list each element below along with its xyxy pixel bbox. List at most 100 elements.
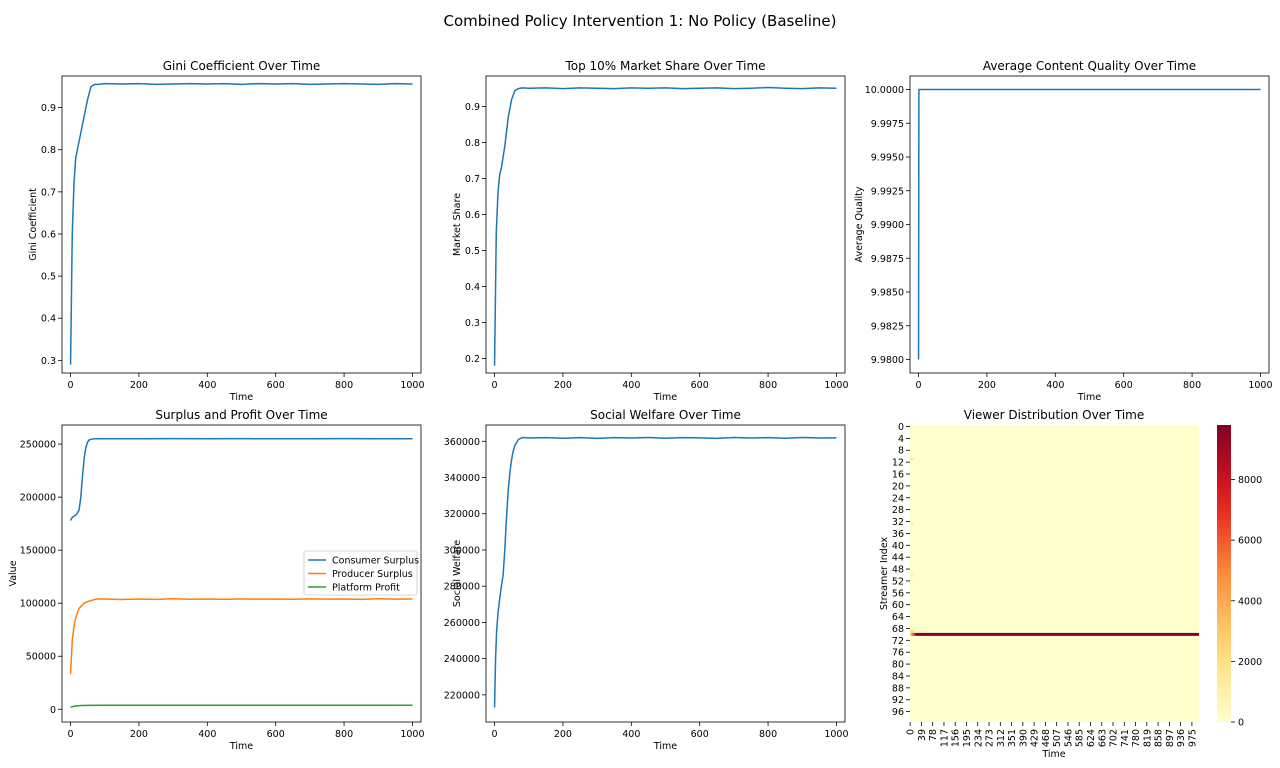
y-tick-label: 40 bbox=[892, 541, 904, 552]
series-line bbox=[69, 82, 413, 365]
y-tick-label: 24 bbox=[892, 493, 904, 504]
x-tick-label: 702 bbox=[1109, 729, 1120, 747]
x-tick-label: 117 bbox=[939, 729, 950, 747]
y-tick-label: 0.7 bbox=[41, 187, 56, 198]
plot-frame bbox=[485, 424, 846, 723]
series-group bbox=[493, 86, 837, 366]
colorbar-tick-label: 2000 bbox=[1238, 657, 1262, 668]
x-tick-label: 975 bbox=[1187, 729, 1198, 747]
y-tick-label: 100000 bbox=[20, 599, 56, 610]
y-tick-label: 68 bbox=[892, 624, 904, 635]
series-group bbox=[917, 88, 1261, 360]
x-tick-label: 468 bbox=[1041, 729, 1052, 747]
x-tick-label: 800 bbox=[759, 380, 777, 391]
y-tick-label: 0.3 bbox=[41, 356, 56, 367]
heatmap-cell bbox=[910, 523, 915, 526]
y-tick-label: 9.9850 bbox=[871, 288, 904, 299]
x-tick-label: 0 bbox=[492, 729, 498, 740]
y-tick-label: 0.4 bbox=[465, 282, 480, 293]
x-tick-label: 200 bbox=[130, 380, 148, 391]
x-axis-label: Time bbox=[653, 392, 677, 403]
x-tick-label: 936 bbox=[1176, 729, 1187, 747]
y-tick-label: 28 bbox=[892, 505, 904, 516]
x-tick-label: 312 bbox=[996, 729, 1007, 747]
y-tick-label: 10.0000 bbox=[865, 85, 904, 96]
x-tick-label: 1000 bbox=[824, 380, 848, 391]
colorbar-gradient bbox=[1217, 425, 1231, 722]
y-tick-label: 0.9 bbox=[465, 102, 480, 113]
x-tick-label: 0 bbox=[68, 380, 74, 391]
plot-frame bbox=[61, 424, 422, 723]
x-tick-label: 0 bbox=[916, 380, 922, 391]
y-tick-label: 0.3 bbox=[465, 318, 480, 329]
y-tick-label: 0.5 bbox=[41, 272, 56, 283]
colorbar-tick-label: 6000 bbox=[1238, 536, 1262, 547]
x-tick-label: 800 bbox=[335, 729, 353, 740]
y-tick-label: 16 bbox=[892, 470, 904, 481]
legend-entry: Platform Profit bbox=[332, 583, 400, 594]
y-tick-label: 36 bbox=[892, 529, 904, 540]
y-tick-label: 0.2 bbox=[465, 354, 480, 365]
x-tick-label: 624 bbox=[1086, 729, 1097, 747]
x-tick-label: 546 bbox=[1063, 729, 1074, 747]
y-tick-label: 200000 bbox=[20, 493, 56, 504]
panel-title: Top 10% Market Share Over Time bbox=[564, 59, 765, 73]
x-tick-label: 1000 bbox=[400, 380, 424, 391]
y-tick-label: 0.6 bbox=[465, 210, 480, 221]
legend-entry: Consumer Surplus bbox=[332, 556, 419, 567]
colorbar-tick-label: 0 bbox=[1238, 718, 1244, 729]
panel-title: Average Content Quality Over Time bbox=[983, 59, 1196, 73]
plot-frame bbox=[61, 75, 422, 374]
y-tick-label: 360000 bbox=[444, 437, 480, 448]
y-tick-label: 80 bbox=[892, 660, 904, 671]
legend-entry: Producer Surplus bbox=[332, 569, 413, 580]
x-tick-label: 195 bbox=[962, 729, 973, 747]
y-tick-label: 250000 bbox=[20, 440, 56, 451]
plot-frame bbox=[909, 75, 1270, 374]
panel-social-welfare: Social Welfare Over Time 0 200 400 600 800 100… bbox=[444, 408, 849, 752]
panel-market-share: Top 10% Market Share Over Time 0 200 400 600… bbox=[452, 59, 849, 403]
y-tick-label: 9.9950 bbox=[871, 153, 904, 164]
x-tick-label: 234 bbox=[973, 729, 984, 747]
x-tick-label: 351 bbox=[1007, 729, 1018, 747]
legend-box bbox=[303, 550, 418, 596]
x-tick-label: 400 bbox=[622, 729, 640, 740]
x-tick-label: 663 bbox=[1097, 729, 1108, 747]
y-tick-label: 44 bbox=[892, 553, 904, 564]
panel-title: Social Welfare Over Time bbox=[590, 408, 741, 422]
heatmap-cell bbox=[910, 632, 916, 636]
x-tick-label: 800 bbox=[335, 380, 353, 391]
y-tick-label: 280000 bbox=[444, 582, 480, 593]
y-tick-label: 320000 bbox=[444, 509, 480, 520]
y-tick-label: 76 bbox=[892, 648, 904, 659]
x-tick-label: 1000 bbox=[1248, 380, 1272, 391]
x-tick-label: 390 bbox=[1018, 729, 1029, 747]
y-tick-label: 9.9825 bbox=[871, 321, 904, 332]
y-tick-label: 4 bbox=[898, 434, 904, 445]
y-axis-label: Social Welfare bbox=[452, 540, 463, 607]
y-tick-label: 50000 bbox=[26, 652, 56, 663]
y-tick-label: 12 bbox=[892, 458, 904, 469]
y-axis-label: Value bbox=[8, 560, 19, 586]
y-tick-label: 88 bbox=[892, 683, 904, 694]
x-tick-label: 600 bbox=[267, 380, 285, 391]
y-tick-label: 9.9875 bbox=[871, 254, 904, 265]
colorbar-tick-label: 4000 bbox=[1238, 596, 1262, 607]
y-tick-label: 84 bbox=[892, 671, 904, 682]
heatmap-cell bbox=[910, 573, 915, 577]
y-tick-label: 8 bbox=[898, 446, 904, 457]
series-line-platform-profit bbox=[70, 704, 413, 708]
x-tick-label: 200 bbox=[554, 729, 572, 740]
series-line-producer-surplus bbox=[69, 598, 413, 675]
x-tick-label: 156 bbox=[951, 729, 962, 747]
x-tick-label: 273 bbox=[985, 729, 996, 747]
x-tick-label: 0 bbox=[68, 729, 74, 740]
figure-suptitle: Combined Policy Intervention 1: No Polic… bbox=[444, 12, 837, 30]
y-axis-label: Market Share bbox=[452, 193, 463, 256]
x-tick-label: 78 bbox=[928, 729, 939, 741]
panel-gini: Gini Coefficient Over Time 0 200 400 600 800 1… bbox=[28, 59, 425, 403]
series-group bbox=[69, 437, 413, 708]
series-line-consumer-surplus bbox=[69, 437, 413, 521]
y-tick-label: 220000 bbox=[444, 690, 480, 701]
x-axis-label: Time bbox=[229, 741, 253, 752]
